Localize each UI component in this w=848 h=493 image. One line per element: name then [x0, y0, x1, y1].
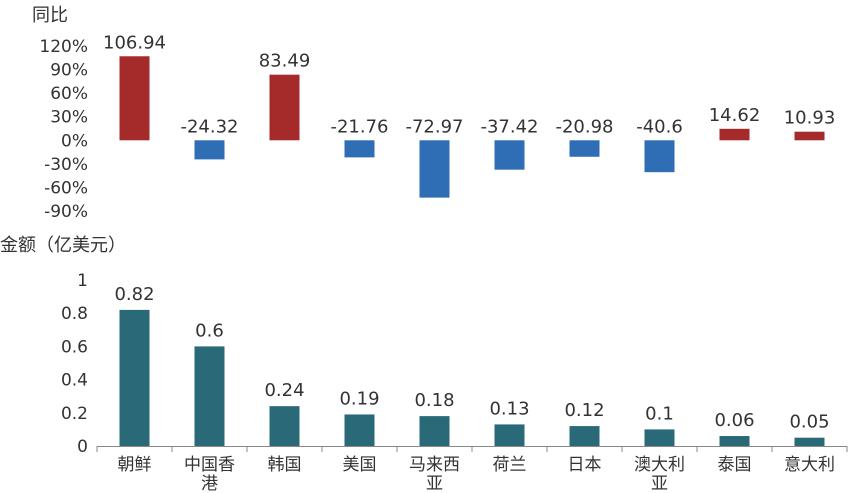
top-data-label: 14.62 [709, 105, 761, 126]
top-data-label: -24.32 [180, 116, 238, 137]
top-bar-意大利 [794, 131, 825, 141]
category-label-韩国: 韩国 [268, 455, 302, 475]
category-label-马来西亚: 马来西亚 [409, 455, 460, 493]
top-data-label: -21.76 [330, 116, 388, 137]
bottom-chart-category-labels: 朝鲜 中国香港 韩国 美国 马来西亚 荷兰 日本 澳大利亚 泰国 意大利 [118, 455, 836, 493]
bottom-bar-荷兰 [494, 424, 525, 446]
bottom-data-label: 0.24 [264, 380, 304, 401]
bottom-data-label: 0.18 [414, 390, 454, 411]
top-bar-美国 [344, 140, 375, 158]
top-bar-泰国 [719, 128, 750, 141]
category-label-中国香港: 中国香港 [184, 455, 235, 493]
bottom-bar-意大利 [794, 437, 825, 446]
category-label-澳大利亚: 澳大利亚 [634, 455, 685, 493]
top-y-tick-label: -30% [44, 155, 88, 175]
top-y-tick-label: 30% [50, 108, 88, 128]
category-label-荷兰: 荷兰 [493, 455, 527, 475]
top-chart-bars [119, 56, 825, 198]
bottom-data-label: 0.05 [789, 412, 829, 433]
bottom-data-label: 0.06 [714, 410, 754, 431]
bottom-bar-澳大利亚 [644, 429, 675, 446]
category-label-意大利: 意大利 [784, 455, 835, 475]
bottom-data-label: 0.13 [489, 398, 529, 419]
bottom-y-tick-label: 0.8 [61, 304, 88, 324]
bottom-chart-y-axis: 1 0.8 0.6 0.4 0.2 0 [61, 271, 88, 457]
bottom-y-tick-label: 0.6 [61, 337, 88, 357]
bottom-bar-朝鲜 [119, 309, 150, 446]
category-label-美国: 美国 [343, 455, 377, 475]
bottom-chart-x-ticks [96, 446, 848, 452]
bottom-bar-中国香港 [194, 346, 225, 446]
category-label-朝鲜: 朝鲜 [118, 455, 152, 475]
bottom-chart-data-labels: 0.82 0.6 0.24 0.19 0.18 0.13 0.12 0.1 0.06 0.05 [114, 284, 829, 433]
bottom-bar-马来西亚 [419, 416, 450, 446]
top-bar-荷兰 [494, 140, 525, 170]
top-y-tick-label: 0% [61, 131, 88, 151]
bottom-data-label: 0.12 [564, 400, 604, 421]
top-y-tick-label: 120% [39, 37, 88, 57]
top-data-label: -72.97 [405, 116, 463, 137]
top-chart-ylabel: 同比 [32, 5, 68, 26]
bottom-data-label: 0.19 [339, 388, 379, 409]
top-bar-澳大利亚 [644, 140, 675, 173]
bottom-data-label: 0.82 [114, 284, 154, 305]
top-bar-朝鲜 [119, 56, 150, 141]
top-chart-y-axis: 120% 90% 60% 30% 0% -30% -60% -90% [39, 37, 88, 222]
top-y-tick-label: 60% [50, 84, 88, 104]
bottom-chart-ylabel: 金额（亿美元） [0, 235, 126, 256]
top-data-label: 10.93 [784, 108, 836, 129]
top-chart-data-labels: 106.94 -24.32 83.49 -21.76 -72.97 -37.42 -20.9… [103, 32, 835, 137]
top-data-label: 83.49 [259, 51, 311, 72]
bottom-chart-bars [119, 309, 825, 446]
top-y-tick-label: 90% [50, 61, 88, 81]
top-data-label: -20.98 [555, 116, 613, 137]
bottom-y-tick-label: 1 [77, 271, 88, 291]
top-y-tick-label: -90% [44, 202, 88, 222]
top-bar-韩国 [269, 74, 300, 141]
category-label-日本: 日本 [568, 455, 602, 475]
top-bar-中国香港 [194, 140, 225, 160]
bottom-y-tick-label: 0 [77, 437, 88, 457]
bottom-y-tick-label: 0.2 [61, 404, 88, 424]
bottom-bar-泰国 [719, 436, 750, 446]
top-data-label: 106.94 [103, 32, 166, 53]
bottom-data-label: 0.6 [195, 320, 224, 341]
bottom-y-tick-label: 0.4 [61, 371, 88, 391]
bottom-bar-日本 [569, 426, 600, 446]
top-y-tick-label: -60% [44, 178, 88, 198]
top-bar-日本 [569, 140, 600, 157]
top-data-label: -40.6 [636, 116, 683, 137]
category-label-泰国: 泰国 [718, 455, 752, 475]
top-data-label: -37.42 [480, 116, 538, 137]
bottom-bar-美国 [344, 414, 375, 446]
top-bar-马来西亚 [419, 140, 450, 198]
bottom-bar-韩国 [269, 406, 300, 446]
bottom-data-label: 0.1 [645, 403, 674, 424]
